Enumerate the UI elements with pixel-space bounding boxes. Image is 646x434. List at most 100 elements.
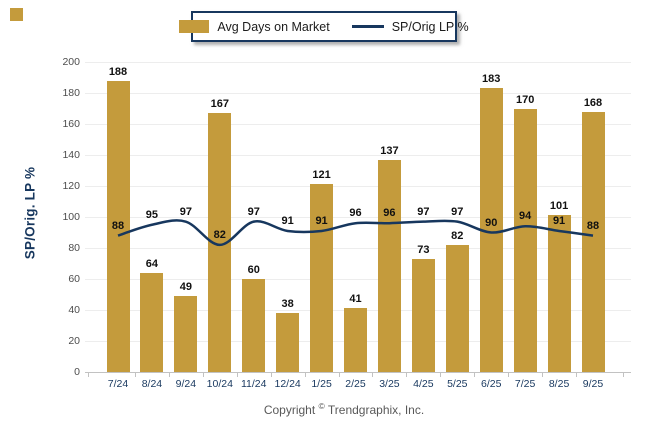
gridline	[85, 279, 631, 280]
copyright-company: Trendgraphix, Inc.	[327, 403, 425, 417]
bar	[174, 296, 198, 372]
x-axis-label: 8/25	[548, 378, 570, 390]
bar-value-label: 170	[515, 93, 535, 106]
bar-value-label: 49	[179, 281, 192, 294]
line-value-label: 94	[519, 210, 532, 223]
x-axis-tick	[236, 373, 238, 377]
bar-value-label: 167	[210, 98, 229, 111]
bar-value-label: 121	[312, 169, 331, 182]
bar-swatch-icon	[179, 20, 210, 33]
bar-value-label: 101	[549, 200, 569, 213]
x-axis-label: 7/24	[107, 378, 129, 390]
x-axis-label: 7/25	[514, 378, 536, 390]
legend-item-line: SP/Orig LP %	[351, 19, 469, 34]
legend: Avg Days on Market SP/Orig LP %	[179, 11, 469, 42]
bar-value-label: 168	[583, 96, 603, 109]
bar-value-label: 188	[108, 65, 128, 78]
x-axis-label: 12/24	[274, 378, 301, 390]
y-tick-label: 140	[62, 149, 80, 161]
bar	[276, 313, 300, 372]
gridline	[85, 217, 631, 218]
copyright-symbol: ©	[318, 401, 325, 411]
x-axis-tick	[406, 373, 408, 377]
x-axis-tick	[168, 373, 170, 377]
copyright-prefix: Copyright	[263, 403, 316, 417]
line-value-label: 97	[247, 205, 260, 218]
x-axis-label: 9/24	[175, 378, 197, 390]
gridline	[85, 155, 631, 156]
y-tick-label: 20	[68, 335, 80, 347]
x-axis-label: 11/24	[240, 378, 267, 390]
x-axis-tick	[542, 373, 544, 377]
bar-value-label: 41	[349, 293, 362, 306]
bar-value-label: 82	[451, 229, 464, 242]
bar-value-label: 183	[482, 73, 501, 86]
line-value-label: 97	[451, 205, 464, 218]
bar	[140, 272, 164, 372]
gridline	[85, 93, 631, 94]
y-tick-label: 120	[62, 180, 80, 192]
y-axis-title: SP/Orig. LP %	[22, 166, 38, 260]
copyright-text: Copyright © Trendgraphix, Inc.	[42, 401, 646, 417]
gridline	[85, 124, 631, 125]
y-tick-label: 40	[68, 304, 80, 316]
x-axis-tick	[134, 373, 136, 377]
gridline	[85, 186, 631, 187]
bar	[242, 279, 266, 372]
y-tick-label: 60	[68, 273, 80, 285]
line-value-label: 82	[213, 228, 226, 241]
bar	[377, 159, 401, 372]
x-axis-tick	[474, 373, 476, 377]
x-axis-label: 2/25	[345, 378, 366, 390]
y-tick-label: 0	[74, 366, 80, 378]
y-tick-label: 100	[62, 211, 80, 223]
x-axis-label: 4/25	[413, 378, 434, 390]
legend-item-bar: Avg Days on Market	[179, 19, 330, 34]
x-axis-tick	[270, 373, 272, 377]
x-axis-tick	[88, 373, 89, 377]
bar	[581, 111, 605, 372]
y-tick-label: 160	[62, 118, 80, 130]
line-value-label: 88	[111, 219, 125, 232]
bar	[547, 215, 571, 372]
x-axis-tick	[304, 373, 306, 377]
legend-line-label: SP/Orig LP %	[391, 19, 469, 34]
bar	[208, 113, 232, 372]
gridline	[85, 248, 631, 249]
x-axis-tick	[372, 373, 374, 377]
x-axis-label: 1/25	[311, 378, 332, 390]
corner-marker	[10, 8, 23, 21]
line-value-label: 96	[349, 207, 362, 220]
line-value-label: 91	[552, 214, 566, 227]
x-axis-label: 8/24	[141, 378, 163, 390]
x-axis-tick	[440, 373, 442, 377]
x-axis-tick	[338, 373, 340, 377]
bar-value-label: 137	[380, 144, 399, 157]
bar-value-label: 64	[145, 257, 159, 270]
line-value-label: 95	[145, 208, 159, 221]
x-axis-label: 6/25	[480, 378, 502, 390]
bar	[513, 108, 537, 372]
line-value-label: 91	[315, 214, 328, 227]
x-axis-tick	[508, 373, 510, 377]
x-axis-label: 3/25	[379, 378, 400, 390]
x-axis-tick	[202, 373, 204, 377]
x-axis-label: 10/24	[206, 378, 233, 390]
bar	[411, 258, 435, 372]
bar	[344, 308, 367, 372]
bar	[310, 184, 334, 372]
x-axis-tick	[576, 373, 578, 377]
bar-value-label: 60	[247, 264, 260, 276]
y-tick-label: 180	[62, 87, 80, 99]
bar	[445, 244, 469, 372]
legend-bar-label: Avg Days on Market	[217, 19, 330, 34]
bar-value-label: 38	[281, 298, 294, 311]
line-value-label: 96	[383, 207, 396, 220]
bar-value-label: 73	[417, 243, 430, 256]
line-value-label: 90	[485, 216, 498, 229]
y-tick-label: 200	[62, 56, 80, 68]
x-axis-label: 5/25	[447, 378, 468, 390]
gridline	[85, 62, 631, 63]
line-value-label: 88	[586, 219, 600, 232]
